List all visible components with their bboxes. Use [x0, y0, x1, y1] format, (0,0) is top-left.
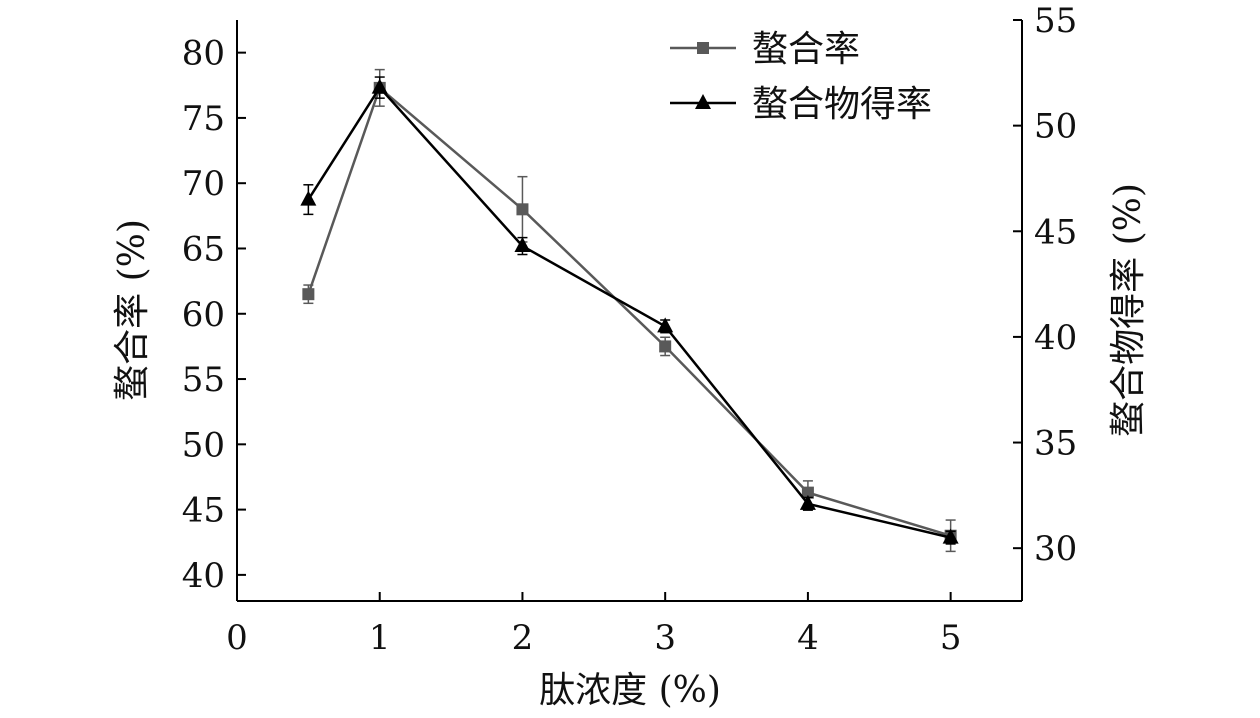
series-line [307, 85, 951, 537]
data-point [300, 190, 317, 206]
data-point [942, 528, 959, 544]
y-axis-right-title: 螯合物得率 (%) [1108, 183, 1149, 437]
axes [236, 20, 1023, 602]
x-axis-title: 肽浓度 (%) [539, 670, 721, 711]
data-point [371, 78, 388, 94]
series-0 [302, 68, 957, 553]
y-left-tick-label: 60 [182, 295, 225, 335]
y-left-tick-label: 40 [182, 556, 225, 596]
data-point [659, 340, 672, 353]
x-tick-label: 1 [369, 618, 391, 658]
y-left-tick-label: 50 [182, 425, 225, 465]
data-point [514, 237, 531, 253]
x-tick-label: 5 [940, 618, 962, 658]
data-point [799, 494, 816, 510]
y-right-tick-label: 30 [1034, 529, 1077, 569]
y-left-tick-label: 75 [182, 99, 225, 139]
x-tick-label: 4 [797, 618, 819, 658]
y-left-tick-label: 80 [182, 34, 225, 74]
series-1 [300, 76, 959, 545]
x-tick-label: 0 [226, 618, 248, 658]
series-line [307, 85, 951, 539]
x-tick-label: 2 [512, 618, 534, 658]
legend-marker [697, 42, 709, 54]
legend-label: 螯合率 [752, 29, 860, 70]
series-layer [300, 68, 959, 553]
data-point [302, 288, 315, 301]
y-right-tick-label: 35 [1034, 424, 1077, 464]
legend-label: 螯合物得率 [752, 84, 932, 125]
x-tick-label: 3 [654, 618, 676, 658]
y-left-tick-label: 55 [182, 360, 225, 400]
data-point [801, 486, 814, 499]
y-right-tick-label: 40 [1034, 318, 1077, 358]
data-point [657, 317, 674, 333]
data-point [516, 203, 529, 216]
legend-marker [695, 94, 711, 109]
y-right-tick-label: 45 [1034, 212, 1077, 252]
y-axis-left-title: 螯合率 (%) [112, 219, 153, 401]
y-right-tick-label: 50 [1034, 107, 1077, 147]
y-left-tick-label: 45 [182, 491, 225, 531]
y-left-tick-label: 70 [182, 164, 225, 204]
y-right-tick-label: 55 [1034, 1, 1077, 41]
y-left-tick-label: 65 [182, 229, 225, 269]
